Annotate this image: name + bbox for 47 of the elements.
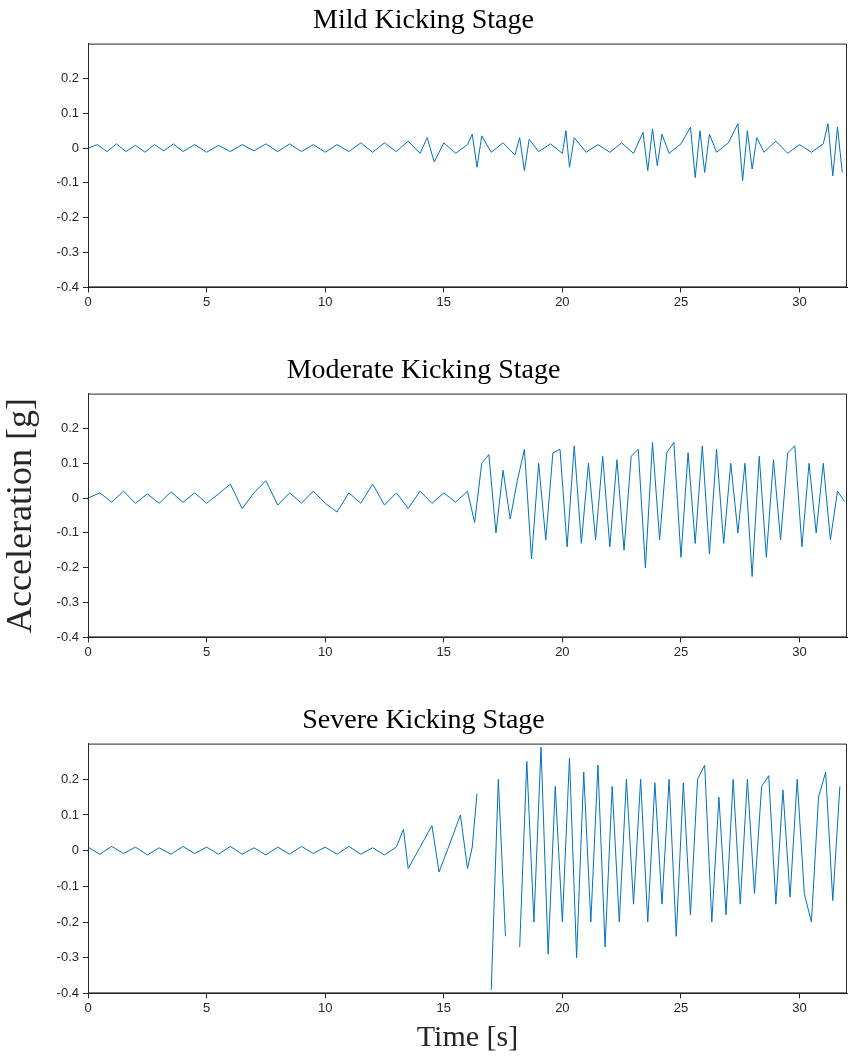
x-tick-label: 30 — [792, 999, 807, 1015]
y-tick-label: -0.1 — [56, 524, 79, 540]
y-tick-label: -0.3 — [56, 949, 79, 965]
x-tick-label: 30 — [792, 643, 807, 659]
y-tick-label: -0.1 — [56, 877, 79, 893]
x-tick-label: 10 — [317, 293, 333, 309]
x-tick-label: 20 — [555, 643, 570, 659]
x-tick-label: 25 — [673, 293, 689, 309]
y-tick-label: -0.2 — [56, 209, 79, 225]
x-tick-label: 0 — [84, 293, 92, 309]
x-tick-label: 20 — [555, 293, 570, 309]
y-tick-label: 0.1 — [60, 454, 79, 470]
x-tick-label: 5 — [202, 643, 211, 659]
y-tick-label: 0.2 — [60, 770, 79, 786]
x-tick-label: 25 — [673, 999, 689, 1015]
x-tick-label: 10 — [317, 999, 333, 1015]
x-tick-label: 15 — [436, 293, 452, 309]
y-tick-label: -0.4 — [56, 628, 79, 644]
y-tick-label: -0.2 — [56, 559, 79, 575]
x-tick-label: 5 — [202, 999, 211, 1015]
x-tick-label: 0 — [84, 999, 92, 1015]
x-tick-label: 20 — [555, 999, 570, 1015]
y-axis-title: Acceleration [g] — [0, 398, 40, 633]
x-tick-label: 5 — [202, 293, 211, 309]
x-tick-label: 15 — [436, 999, 452, 1015]
y-tick-label: -0.4 — [56, 984, 79, 1000]
y-tick-label: -0.2 — [56, 913, 79, 929]
y-tick-label: 0.2 — [60, 70, 79, 86]
y-tick-label: -0.4 — [56, 278, 79, 294]
y-tick-label: 0 — [71, 489, 79, 505]
y-tick-label: 0 — [71, 139, 79, 155]
x-tick-label: 10 — [317, 643, 333, 659]
y-tick-label: -0.3 — [56, 244, 79, 260]
x-tick-label: 30 — [792, 293, 807, 309]
y-tick-label: -0.1 — [56, 174, 79, 190]
x-axis-title: Time [s] — [416, 1018, 519, 1052]
chart-title: Severe Kicking Stage — [302, 703, 545, 735]
y-tick-label: 0.1 — [60, 806, 79, 822]
x-tick-label: 0 — [84, 643, 92, 659]
y-tick-label: 0.1 — [60, 104, 79, 120]
chart-title: Mild Kicking Stage — [313, 3, 534, 35]
y-tick-label: -0.3 — [56, 594, 79, 610]
y-tick-label: 0.2 — [60, 420, 79, 436]
y-tick-label: 0 — [71, 842, 79, 858]
x-tick-label: 15 — [436, 643, 452, 659]
chart-title: Moderate Kicking Stage — [286, 353, 561, 385]
x-tick-label: 25 — [673, 643, 689, 659]
